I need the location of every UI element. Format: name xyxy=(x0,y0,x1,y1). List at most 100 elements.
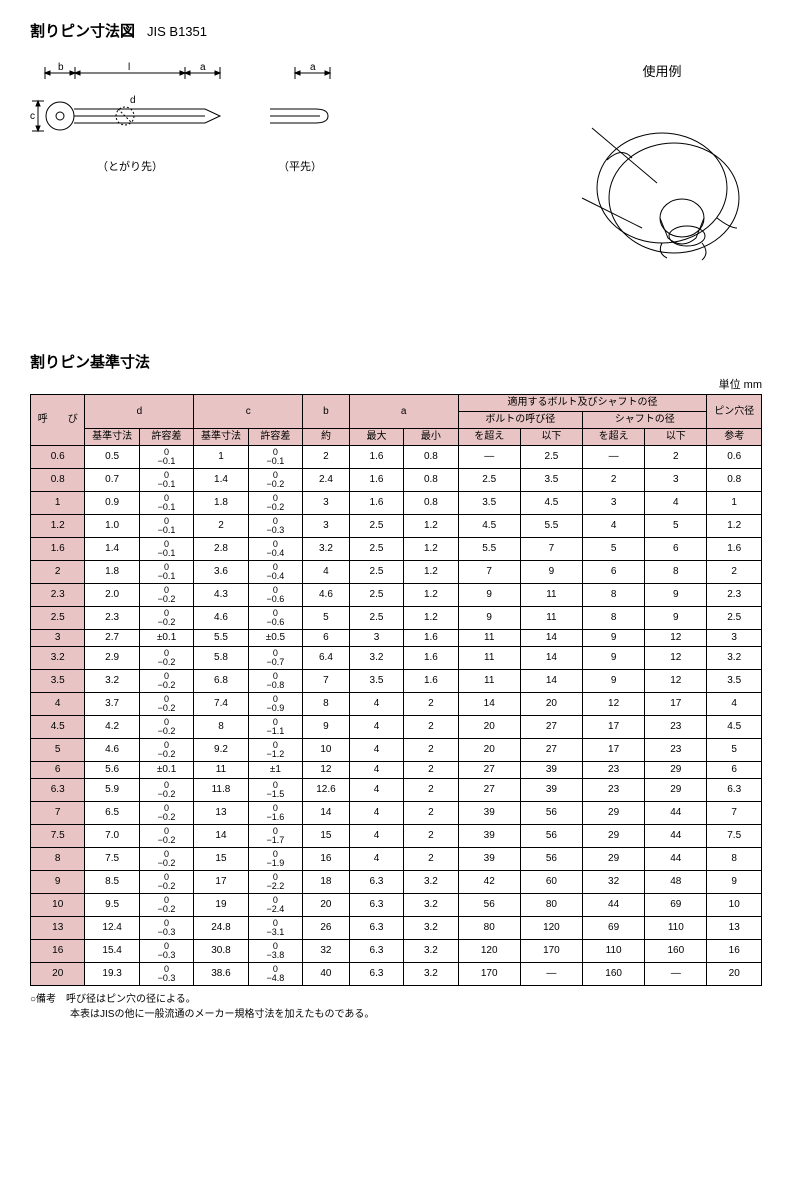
cell-d-tol: 0−0.3 xyxy=(139,963,193,986)
dim-b: b xyxy=(58,62,64,73)
cell-bolt-ika: 120 xyxy=(520,917,582,940)
cell-d-tol: 0−0.1 xyxy=(139,515,193,538)
th-b-yaku: 約 xyxy=(303,429,350,446)
cell-c: 5.8 xyxy=(194,647,248,670)
cell-c-tol: 0−0.3 xyxy=(248,515,302,538)
cell-c: 1 xyxy=(194,446,248,469)
cell-amax: 4 xyxy=(349,779,403,802)
cell-amax: 6.3 xyxy=(349,894,403,917)
cell-shaft-koe: 9 xyxy=(583,630,645,647)
cell-amax: 3.2 xyxy=(349,647,403,670)
cell-d: 3.2 xyxy=(85,670,139,693)
cell-d: 9.5 xyxy=(85,894,139,917)
dimension-table: 呼 び d c b a 適用するボルト及びシャフトの径 ピン穴径 ボルトの呼び径… xyxy=(30,394,762,986)
table-row: 1615.40−0.330.80−3.8326.33.2120170110160… xyxy=(31,940,762,963)
cell-d-tol: 0−0.2 xyxy=(139,848,193,871)
cell-shaft-koe: 5 xyxy=(583,538,645,561)
cell-d-tol: 0−0.1 xyxy=(139,492,193,515)
cell-d-tol: 0−0.2 xyxy=(139,716,193,739)
cell-c-tol: 0−0.7 xyxy=(248,647,302,670)
cell-b: 26 xyxy=(303,917,350,940)
diagram-1: b l a c d （とがり先） xyxy=(30,61,230,174)
cell-c-tol: 0−0.4 xyxy=(248,538,302,561)
diagram-2-label: （平先） xyxy=(260,158,340,174)
cell-pin: 3.5 xyxy=(707,670,762,693)
cell-bolt-ika: 14 xyxy=(520,670,582,693)
cell-shaft-koe: 12 xyxy=(583,693,645,716)
cell-amax: 4 xyxy=(349,762,403,779)
cell-pin: 4 xyxy=(707,693,762,716)
cell-amax: 1.6 xyxy=(349,446,403,469)
cell-c-tol: 0−0.2 xyxy=(248,469,302,492)
cell-c: 4.6 xyxy=(194,607,248,630)
cell-d: 2.0 xyxy=(85,584,139,607)
cell-shaft-ika: 9 xyxy=(645,584,707,607)
cell-bolt-ika: 56 xyxy=(520,802,582,825)
cell-shaft-koe: 2 xyxy=(583,469,645,492)
cell-shaft-ika: 23 xyxy=(645,739,707,762)
th-c-kyoyo: 許容差 xyxy=(248,429,302,446)
cell-bolt-ika: 14 xyxy=(520,630,582,647)
cell-amin: 2 xyxy=(404,762,458,779)
table-row: 65.6±0.111±11242273923296 xyxy=(31,762,762,779)
cell-d-tol: ±0.1 xyxy=(139,630,193,647)
cell-amin: 1.2 xyxy=(404,538,458,561)
cell-c-tol: 0−0.1 xyxy=(248,446,302,469)
cell-amax: 4 xyxy=(349,693,403,716)
cell-bolt-koe: 27 xyxy=(458,779,520,802)
dim-a: a xyxy=(200,62,206,73)
cell-pin: 4.5 xyxy=(707,716,762,739)
cell-d-tol: 0−0.3 xyxy=(139,940,193,963)
cell-pin: 1.2 xyxy=(707,515,762,538)
cell-pin: 8 xyxy=(707,848,762,871)
cell-d-tol: 0−0.2 xyxy=(139,802,193,825)
cell-d-tol: 0−0.2 xyxy=(139,779,193,802)
diagram-1-label: （とがり先） xyxy=(30,158,230,174)
standard-code: JIS B1351 xyxy=(147,24,207,39)
table-title: 割りピン基準寸法 xyxy=(30,351,762,372)
unit-label: 単位 mm xyxy=(30,376,762,392)
cell-shaft-ika: 29 xyxy=(645,779,707,802)
cell-c-tol: 0−3.1 xyxy=(248,917,302,940)
cell-yobi: 1 xyxy=(31,492,85,515)
cell-c: 8 xyxy=(194,716,248,739)
cell-bolt-koe: 11 xyxy=(458,670,520,693)
cell-shaft-ika: 48 xyxy=(645,871,707,894)
cell-d: 2.7 xyxy=(85,630,139,647)
cell-bolt-koe: 3.5 xyxy=(458,492,520,515)
table-row: 1312.40−0.324.80−3.1266.33.2801206911013 xyxy=(31,917,762,940)
cell-pin: 7 xyxy=(707,802,762,825)
th-d: d xyxy=(85,395,194,429)
cell-bolt-koe: 170 xyxy=(458,963,520,986)
cell-bolt-koe: 20 xyxy=(458,716,520,739)
cell-bolt-ika: 56 xyxy=(520,848,582,871)
cell-c: 5.5 xyxy=(194,630,248,647)
cell-d-tol: 0−0.2 xyxy=(139,871,193,894)
th-d-kyoyo: 許容差 xyxy=(139,429,193,446)
cell-bolt-koe: 11 xyxy=(458,630,520,647)
table-row: 3.22.90−0.25.80−0.76.43.21.611149123.2 xyxy=(31,647,762,670)
cell-bolt-ika: 20 xyxy=(520,693,582,716)
cell-amin: 2 xyxy=(404,825,458,848)
table-row: 76.50−0.2130−1.61442395629447 xyxy=(31,802,762,825)
cell-amin: 0.8 xyxy=(404,469,458,492)
cell-d-tol: ±0.1 xyxy=(139,762,193,779)
cell-yobi: 13 xyxy=(31,917,85,940)
cell-b: 3.2 xyxy=(303,538,350,561)
cell-d-tol: 0−0.2 xyxy=(139,894,193,917)
cell-shaft-ika: 9 xyxy=(645,607,707,630)
cell-bolt-koe: 9 xyxy=(458,584,520,607)
cell-c: 17 xyxy=(194,871,248,894)
cell-bolt-koe: 11 xyxy=(458,647,520,670)
cell-c-tol: 0−3.8 xyxy=(248,940,302,963)
cell-d-tol: 0−0.1 xyxy=(139,561,193,584)
cell-shaft-koe: 17 xyxy=(583,716,645,739)
cell-pin: 13 xyxy=(707,917,762,940)
cell-c: 7.4 xyxy=(194,693,248,716)
cell-d-tol: 0−0.1 xyxy=(139,446,193,469)
cell-yobi: 1.2 xyxy=(31,515,85,538)
cell-d-tol: 0−0.3 xyxy=(139,917,193,940)
cell-shaft-koe: 69 xyxy=(583,917,645,940)
cell-d-tol: 0−0.2 xyxy=(139,584,193,607)
cell-yobi: 3.5 xyxy=(31,670,85,693)
